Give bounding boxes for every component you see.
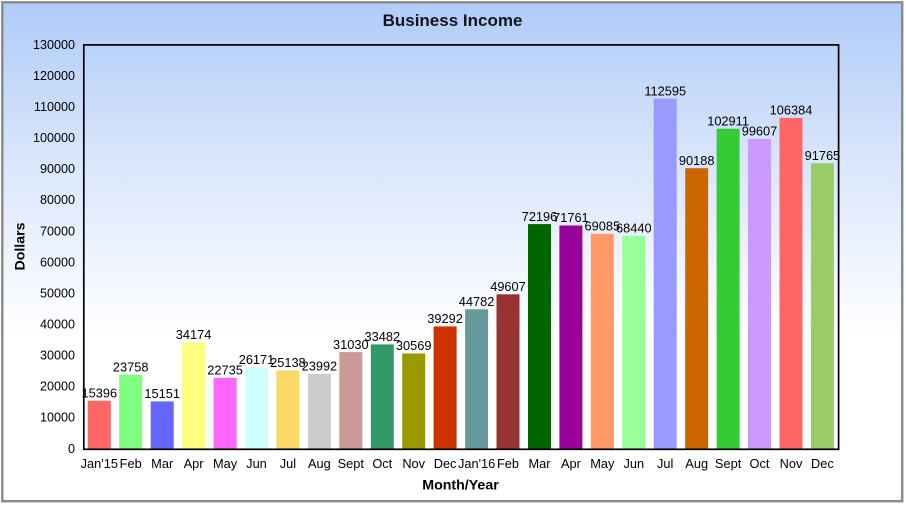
svg-text:39292: 39292 [427, 311, 463, 326]
svg-text:71761: 71761 [553, 210, 589, 225]
svg-text:90188: 90188 [679, 153, 715, 168]
svg-text:23758: 23758 [113, 359, 149, 374]
svg-text:Jun: Jun [623, 456, 644, 471]
svg-text:68440: 68440 [616, 221, 652, 236]
svg-text:Dollars: Dollars [13, 222, 29, 270]
svg-text:30000: 30000 [40, 349, 75, 363]
svg-text:May: May [590, 456, 615, 471]
svg-text:10000: 10000 [40, 411, 75, 425]
svg-text:Sept: Sept [338, 456, 365, 471]
svg-text:102911: 102911 [707, 113, 749, 128]
svg-text:Aug: Aug [308, 456, 331, 471]
svg-text:Apr: Apr [184, 456, 205, 471]
svg-text:22735: 22735 [207, 363, 243, 378]
svg-text:May: May [213, 456, 238, 471]
svg-text:Jul: Jul [280, 456, 296, 471]
svg-text:Jan'15: Jan'15 [81, 456, 118, 471]
svg-text:90000: 90000 [40, 162, 75, 176]
svg-text:Aug: Aug [685, 456, 708, 471]
svg-text:91765: 91765 [805, 148, 841, 163]
svg-text:Jul: Jul [657, 456, 673, 471]
svg-text:70000: 70000 [40, 224, 75, 238]
svg-text:100000: 100000 [33, 131, 75, 145]
svg-text:31030: 31030 [333, 337, 369, 352]
svg-text:50000: 50000 [40, 286, 75, 300]
svg-text:80000: 80000 [40, 193, 75, 207]
svg-text:Feb: Feb [497, 456, 519, 471]
svg-text:130000: 130000 [33, 38, 75, 52]
svg-text:49607: 49607 [490, 279, 526, 294]
svg-text:Jan'16: Jan'16 [458, 456, 495, 471]
svg-text:44782: 44782 [459, 294, 495, 309]
svg-text:Oct: Oct [372, 456, 392, 471]
svg-text:60000: 60000 [40, 255, 75, 269]
svg-text:110000: 110000 [34, 100, 75, 114]
svg-text:25138: 25138 [270, 355, 306, 370]
svg-text:15151: 15151 [144, 386, 180, 401]
svg-text:33482: 33482 [365, 329, 401, 344]
svg-text:15396: 15396 [82, 385, 118, 400]
svg-text:Feb: Feb [120, 456, 142, 471]
svg-text:23992: 23992 [302, 359, 338, 374]
svg-text:72196: 72196 [522, 209, 558, 224]
svg-text:Business Income: Business Income [383, 11, 523, 30]
svg-text:Nov: Nov [402, 456, 425, 471]
svg-text:30569: 30569 [396, 338, 432, 353]
svg-text:Mar: Mar [151, 456, 174, 471]
svg-text:Dec: Dec [811, 456, 834, 471]
svg-text:Jun: Jun [246, 456, 267, 471]
svg-text:Nov: Nov [780, 456, 803, 471]
svg-text:Mar: Mar [528, 456, 551, 471]
svg-text:Apr: Apr [561, 456, 582, 471]
svg-text:0: 0 [68, 442, 75, 456]
svg-text:Oct: Oct [750, 456, 770, 471]
svg-text:99607: 99607 [742, 124, 778, 139]
svg-text:Sept: Sept [715, 456, 742, 471]
svg-text:120000: 120000 [33, 69, 75, 83]
svg-text:Month/Year: Month/Year [422, 478, 499, 494]
svg-text:26171: 26171 [239, 352, 275, 367]
svg-text:34174: 34174 [176, 327, 212, 342]
svg-text:40000: 40000 [40, 318, 75, 332]
svg-text:106384: 106384 [770, 103, 813, 118]
svg-text:20000: 20000 [40, 380, 75, 394]
svg-text:Dec: Dec [434, 456, 457, 471]
svg-text:112595: 112595 [644, 83, 686, 98]
svg-text:69085: 69085 [585, 219, 621, 234]
